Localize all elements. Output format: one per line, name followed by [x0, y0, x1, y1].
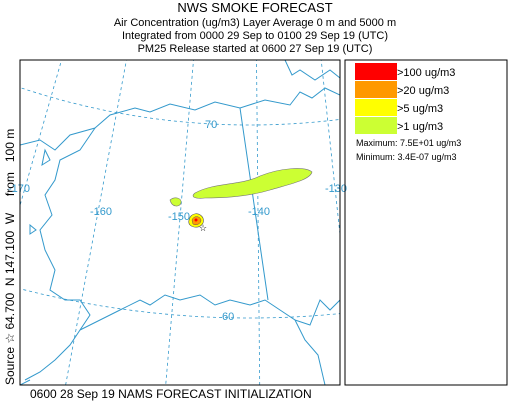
longitude-line: [320, 60, 340, 239]
longitude-line: [65, 60, 127, 385]
coastline: [20, 87, 340, 151]
legend-label: >100 ug/m3: [397, 67, 455, 79]
plume-contour: [192, 168, 313, 199]
legend-swatch: [355, 99, 397, 116]
legend-label: >5 ug/m3: [397, 103, 443, 115]
source-label: Source ☆ 64.700 N 147.100 W from 100 m: [3, 129, 17, 385]
coastline: [294, 299, 340, 326]
legend-label: >1 ug/m3: [397, 121, 443, 133]
map-label: -140: [248, 206, 270, 218]
coastline: [20, 148, 51, 385]
subtitle: Air Concentration (ug/m3) Layer Average …: [114, 17, 396, 29]
map-label: -170: [8, 183, 30, 195]
border: [239, 107, 269, 301]
footer: 0600 28 Sep 19 NAMS FORECAST INITIALIZAT…: [30, 387, 312, 401]
subtitle: Integrated from 0000 29 Sep to 0100 29 S…: [122, 30, 388, 42]
source-star: ☆: [199, 223, 207, 233]
coastline: [24, 127, 96, 381]
legend-max: Maximum: 7.5E+01 ug/m3: [356, 138, 461, 148]
coastline: [79, 294, 326, 385]
latitude-line: [20, 288, 340, 319]
map-label: -150: [168, 211, 190, 223]
legend-min: Minimum: 3.4E-07 ug/m3: [356, 152, 457, 162]
plume: ☆: [169, 168, 313, 233]
plume-contour: [194, 218, 198, 222]
coastline: [284, 60, 340, 81]
legend-frame: [344, 59, 508, 386]
subtitle: PM25 Release started at 0600 27 Sep 19 (…: [138, 43, 373, 55]
longitude-line: [20, 60, 62, 207]
longitude-line: [256, 60, 261, 385]
map-label: 70: [205, 119, 217, 131]
legend-swatch: [355, 63, 397, 80]
map-frame: [19, 59, 341, 386]
coastlines: [20, 60, 340, 385]
map-label: -130: [325, 183, 347, 195]
legend-label: >20 ug/m3: [397, 85, 449, 97]
legend: Maximum: 7.5E+01 ug/m3 Minimum: 3.4E-07 …: [344, 59, 508, 386]
map-label: 60: [222, 311, 234, 323]
longitude-line: [165, 60, 194, 385]
title: NWS SMOKE FORECAST: [177, 0, 332, 15]
map-label: -160: [90, 206, 112, 218]
legend-swatch: [355, 81, 397, 98]
plume-contour: [169, 197, 182, 207]
legend-swatch: [355, 117, 397, 134]
